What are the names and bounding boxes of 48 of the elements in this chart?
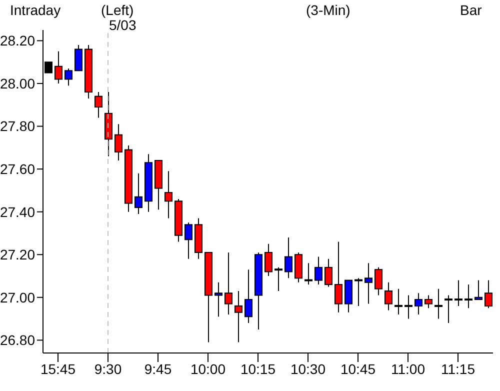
x-tick-label: 10:00: [190, 360, 226, 377]
text: (Left): [101, 2, 134, 18]
text: Bar: [460, 2, 482, 18]
candlestick: [314, 256, 322, 286]
candlestick: [134, 172, 142, 214]
candlestick: [164, 170, 172, 219]
ref-line-label: 5/03: [109, 17, 136, 33]
x-tick-label: 10:15: [240, 360, 276, 377]
x-tick-label: 9:30: [94, 360, 122, 377]
candlestick: [244, 269, 252, 324]
candlestick: [474, 280, 482, 300]
candlestick: [344, 280, 352, 313]
candlestick: [384, 282, 392, 311]
candlestick: [284, 236, 292, 279]
candlestick: [414, 292, 422, 315]
y-tick-label: 27.80: [0, 118, 36, 134]
candlestick: [294, 252, 302, 283]
candlestick: [334, 241, 342, 313]
candlestick: [264, 243, 272, 276]
y-tick-label: 26.80: [0, 332, 36, 348]
y-tick-label: 27.40: [0, 204, 36, 220]
candlestick: [484, 280, 492, 309]
candlestick: [114, 124, 122, 161]
y-tick-label: 27.00: [0, 289, 36, 306]
y-tick-label: 27.20: [0, 246, 36, 263]
candlestick: [214, 282, 222, 318]
candlestick: [184, 222, 192, 260]
text: Intraday: [10, 2, 61, 18]
candlestick: [364, 262, 372, 304]
x-tick-label: 11:15: [441, 360, 476, 377]
candlestick: [64, 68, 72, 86]
x-tick-label: 10:45: [340, 360, 376, 377]
candlestick: [374, 266, 382, 296]
candlestick: [224, 252, 232, 315]
candlestick: [74, 44, 82, 72]
x-tick-label: 11:00: [391, 360, 426, 377]
x-tick-label: 10:30: [290, 360, 326, 377]
y-tick-label: 28.20: [0, 32, 36, 49]
candlestick: [324, 258, 332, 288]
y-tick-label: 27.60: [0, 161, 36, 178]
x-tick-label: 15:45: [40, 360, 76, 377]
candlestick: [424, 294, 432, 309]
candlestick: [234, 290, 242, 343]
candlestick: [94, 92, 102, 118]
chart-title: (3-Min): [306, 2, 350, 18]
x-tick-label: 9:45: [144, 360, 172, 377]
y-tick-label: 28.00: [0, 75, 36, 92]
candlestick: [54, 50, 62, 84]
